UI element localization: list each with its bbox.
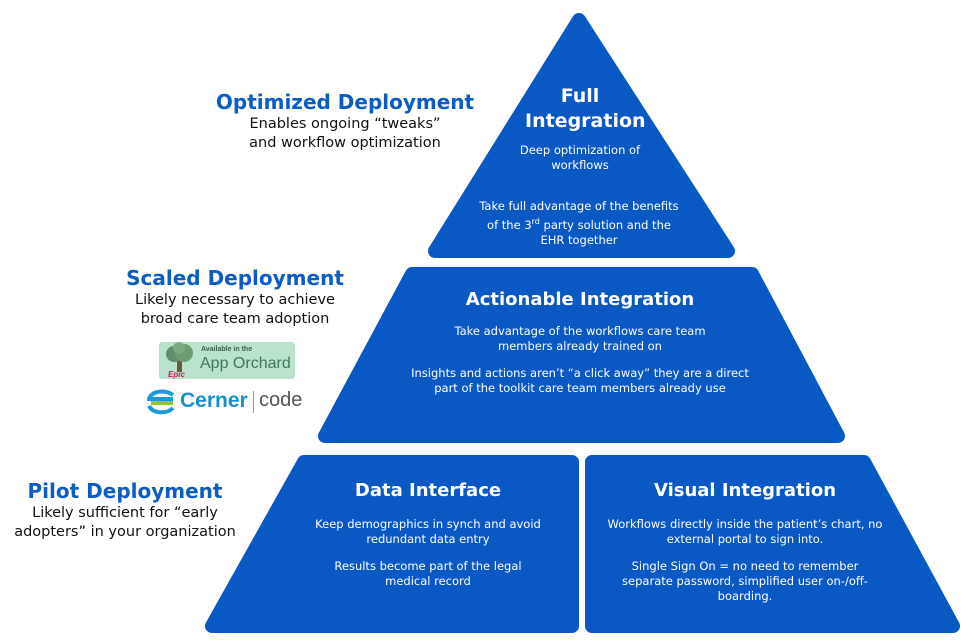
epic-app-orchard-logo: Epic Available in the App Orchard [159,342,295,379]
optimized-deployment-title: Optimized Deployment [215,90,475,114]
bottom-left-tier-point-2: Results become part of the legal medical… [334,559,522,588]
superscript: rd [531,217,540,226]
pilot-deployment-title: Pilot Deployment [27,479,223,503]
top-tier-point-1: Deep optimization of workflows [519,143,641,172]
bottom-left-tier-text: Data Interface Keep demographics in sync… [298,479,558,589]
bottom-right-tier-point-2: Single Sign On = no need to remember sep… [622,559,868,603]
top-tier-title: Full Integration [525,85,646,132]
pyramid-top-tier [428,13,735,258]
bottom-left-tier-point-1: Keep demographics in synch and avoid red… [315,517,541,546]
cerner-code-logo: Cerner code [147,387,307,417]
bottom-right-tier-point-1: Workflows directly inside the patient’s … [607,517,883,546]
bottom-left-tier-title: Data Interface [354,480,502,501]
epic-text: Epic [168,370,185,379]
pilot-deployment-desc: Likely sufficient for “early adopters” i… [14,505,236,540]
epic-logo-line1: Available in the [201,346,253,353]
middle-tier-point-2: Insights and actions aren’t “a click awa… [411,366,749,395]
scaled-deployment-desc: Likely necessary to achieve broad care t… [135,292,335,327]
middle-tier-point-1: Take advantage of the workflows care tea… [454,324,706,353]
middle-tier-title: Actionable Integration [465,289,695,310]
cerner-brand-text: Cerner [180,389,248,412]
epic-logo-line2: App Orchard [200,355,291,372]
optimized-deployment-label: Optimized Deployment Enables ongoing “tw… [195,89,495,153]
bottom-right-tier-text: Visual Integration Workflows directly in… [605,479,885,604]
scaled-deployment-title: Scaled Deployment [126,266,344,290]
top-tier-text: Full Integration Deep optimization of wo… [480,84,680,173]
tree-icon: Epic [166,342,193,379]
logo-divider [253,391,254,413]
cerner-swoosh-icon [147,389,175,415]
pilot-deployment-label: Pilot Deployment Likely sufficient for “… [5,478,245,542]
text: party solution and the EHR together [539,217,671,247]
scaled-deployment-label: Scaled Deployment Likely necessary to ac… [100,265,370,329]
top-tier-point-2: Take full advantage of the benefits of t… [479,199,679,248]
pyramid-middle-tier [318,267,845,443]
bottom-right-tier-title: Visual Integration [653,480,837,501]
cerner-product-text: code [259,389,303,411]
pyramid-bottom-left-tier [205,455,579,633]
middle-tier-text: Actionable Integration Take advantage of… [410,288,750,396]
optimized-deployment-desc: Enables ongoing “tweaks” and workflow op… [249,116,441,151]
pyramid-bottom-right-tier [585,455,960,633]
text: Take full advantage of the benefits of t… [479,199,679,232]
